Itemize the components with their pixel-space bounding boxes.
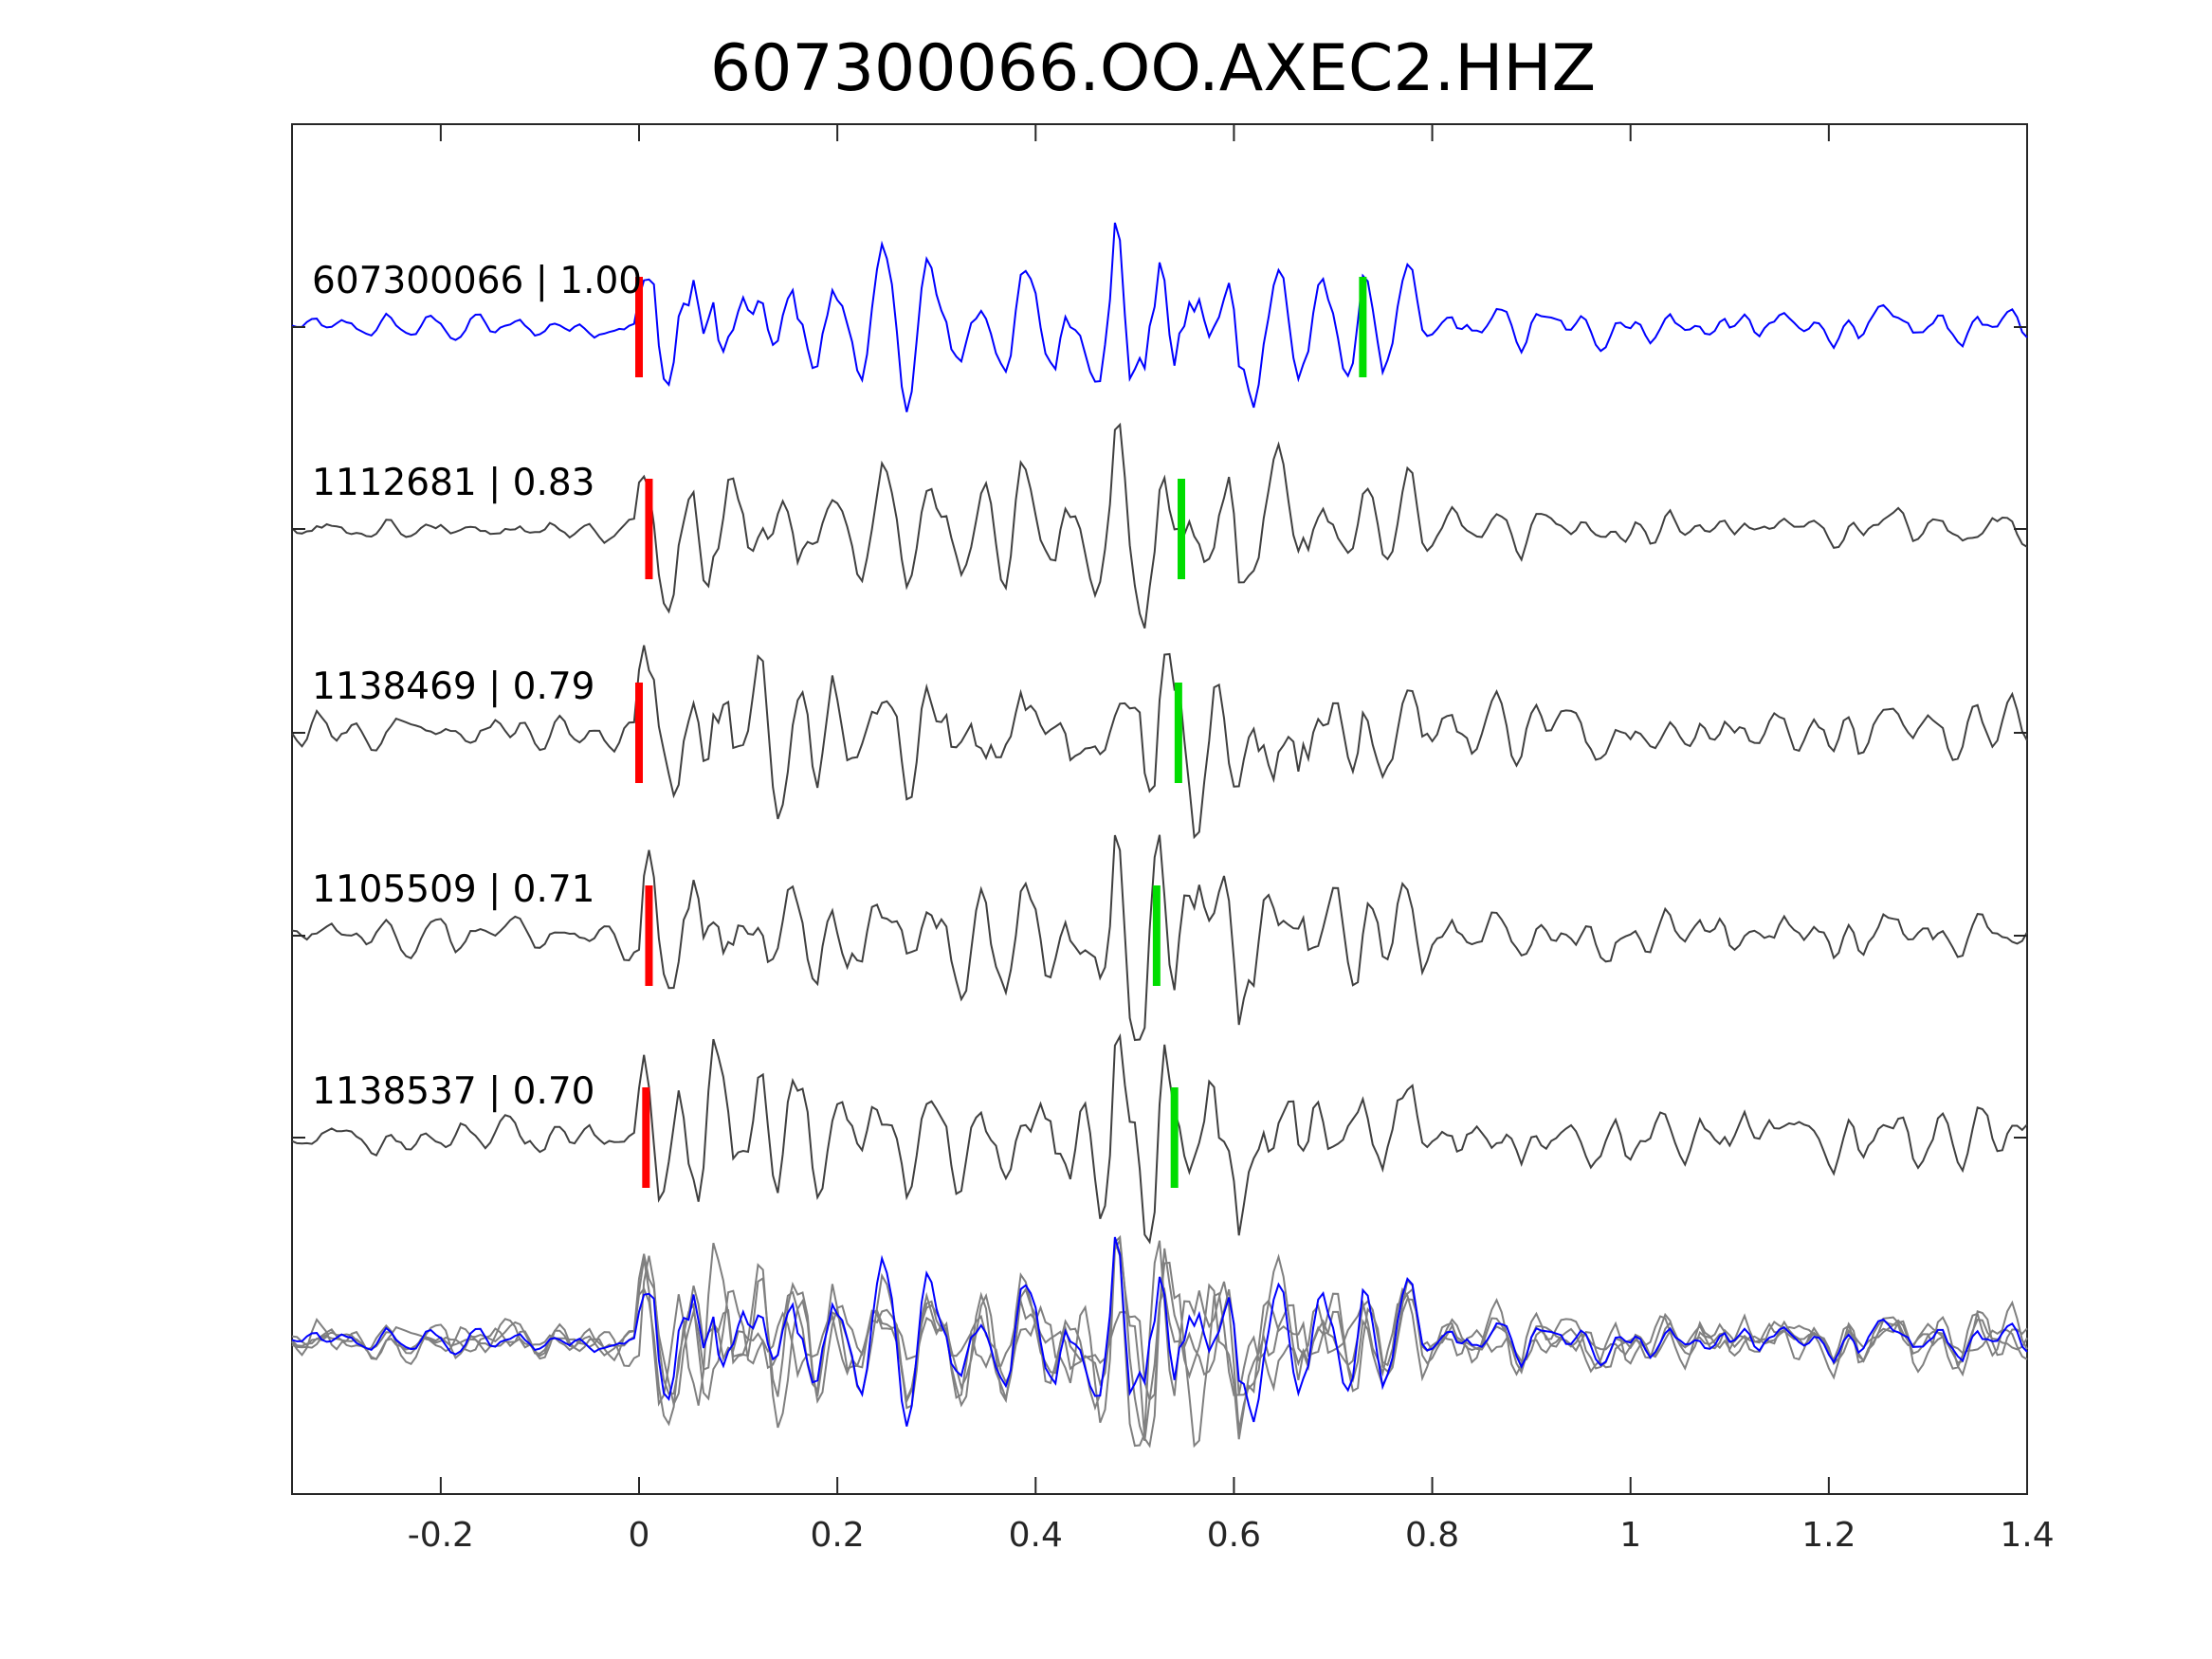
- trace-label: 1138469 | 0.79: [312, 665, 594, 708]
- x-tick-label: 0.8: [1405, 1516, 1459, 1555]
- trace-line-1105509: [291, 834, 2028, 1042]
- x-tick-label: 1.2: [1801, 1516, 1856, 1555]
- trace-label: 607300066 | 1.00: [312, 260, 642, 302]
- x-tick-label: -0.2: [408, 1516, 474, 1555]
- trace-line-1138469: [291, 645, 2028, 840]
- x-tick-label: 0.4: [1009, 1516, 1063, 1555]
- trace-label: 1138537 | 0.70: [312, 1070, 594, 1113]
- trace-line-1112681: [291, 422, 2028, 629]
- x-tick-label: 0.2: [811, 1516, 865, 1555]
- trace-label: 1105509 | 0.71: [312, 868, 594, 911]
- overlay-trace-607300066: [291, 1236, 2028, 1427]
- x-tick-label: 1: [1619, 1516, 1641, 1555]
- trace-line-607300066: [291, 222, 2028, 412]
- trace-label: 1112681 | 0.83: [312, 462, 594, 504]
- overlay-trace-1105509: [291, 1240, 2028, 1448]
- x-tick-label: 0: [629, 1516, 650, 1555]
- trace-line-1138537: [291, 1032, 2028, 1245]
- chart-title: 607300066.OO.AXEC2.HHZ: [710, 31, 1596, 106]
- x-tick-label: 0.6: [1207, 1516, 1261, 1555]
- plot-area: [291, 123, 2028, 1495]
- x-tick-label: 1.4: [2000, 1516, 2054, 1555]
